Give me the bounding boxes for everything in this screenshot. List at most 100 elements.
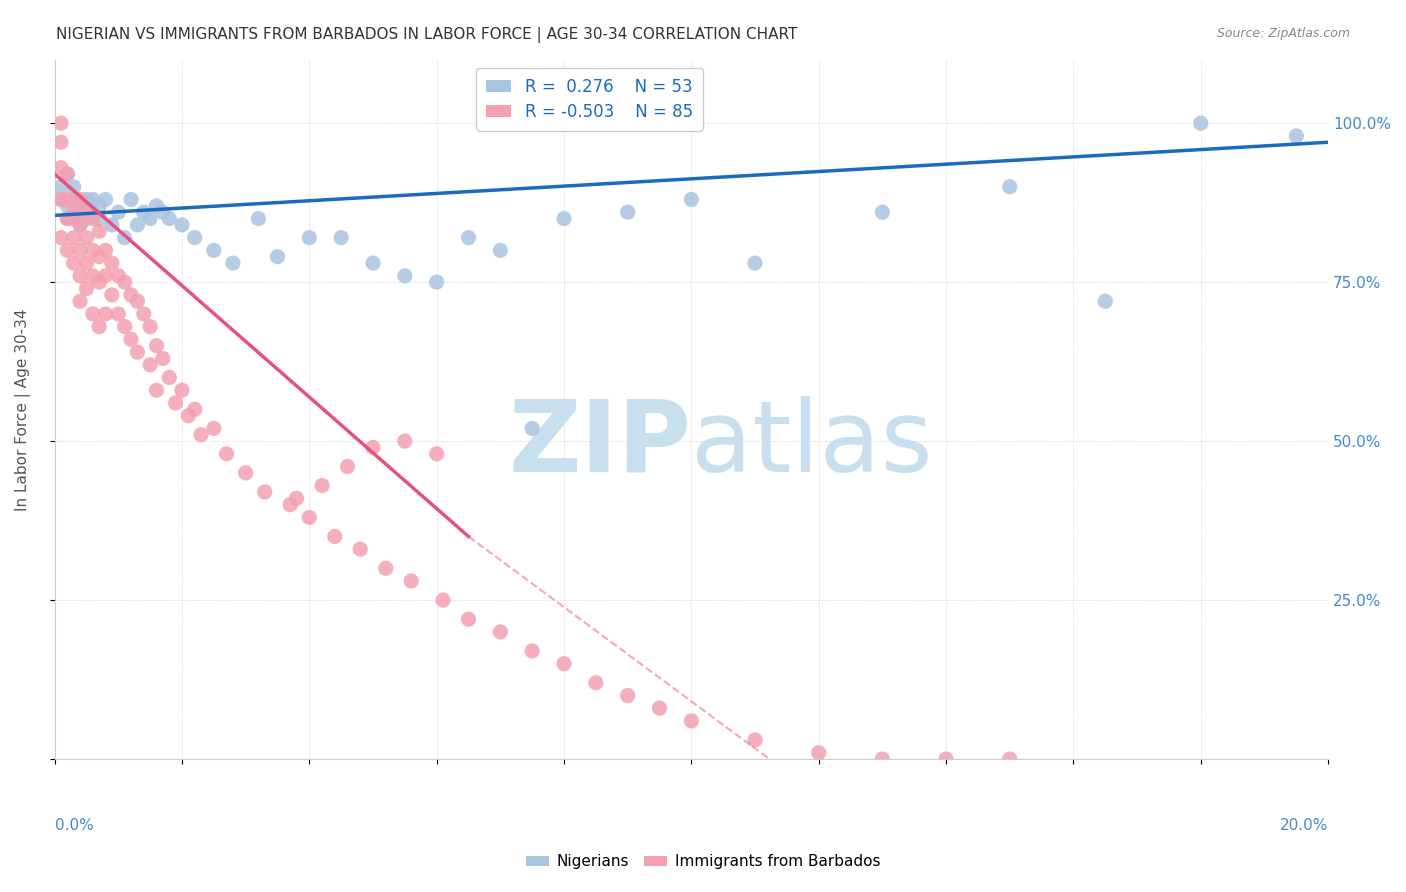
Text: ZIP: ZIP bbox=[509, 396, 692, 492]
Point bbox=[157, 211, 180, 226]
Y-axis label: In Labor Force | Age 30-34: In Labor Force | Age 30-34 bbox=[15, 308, 31, 510]
Point bbox=[157, 370, 180, 384]
Point bbox=[361, 441, 384, 455]
Point bbox=[69, 268, 91, 283]
Text: 20.0%: 20.0% bbox=[1279, 819, 1329, 833]
Point bbox=[75, 211, 97, 226]
Point bbox=[336, 459, 359, 474]
Point bbox=[82, 307, 104, 321]
Point bbox=[107, 307, 129, 321]
Point bbox=[89, 275, 111, 289]
Point bbox=[75, 281, 97, 295]
Point bbox=[101, 288, 124, 302]
Point bbox=[120, 193, 142, 207]
Point bbox=[330, 230, 353, 244]
Point bbox=[107, 205, 129, 219]
Point bbox=[69, 218, 91, 232]
Point bbox=[489, 244, 512, 258]
Point bbox=[872, 205, 894, 219]
Point bbox=[553, 657, 575, 671]
Point bbox=[139, 211, 162, 226]
Point bbox=[170, 218, 193, 232]
Point bbox=[56, 211, 79, 226]
Point bbox=[298, 510, 321, 524]
Point bbox=[1094, 294, 1116, 309]
Point bbox=[56, 211, 79, 226]
Point bbox=[127, 218, 149, 232]
Point bbox=[75, 256, 97, 270]
Point bbox=[69, 294, 91, 309]
Point bbox=[82, 205, 104, 219]
Point bbox=[82, 211, 104, 226]
Point bbox=[127, 294, 149, 309]
Point bbox=[145, 339, 167, 353]
Text: NIGERIAN VS IMMIGRANTS FROM BARBADOS IN LABOR FORCE | AGE 30-34 CORRELATION CHAR: NIGERIAN VS IMMIGRANTS FROM BARBADOS IN … bbox=[56, 27, 797, 43]
Point bbox=[56, 167, 79, 181]
Point bbox=[62, 179, 84, 194]
Point bbox=[75, 199, 97, 213]
Point bbox=[49, 193, 72, 207]
Point bbox=[69, 205, 91, 219]
Point bbox=[82, 193, 104, 207]
Point bbox=[426, 275, 449, 289]
Point bbox=[872, 752, 894, 766]
Point bbox=[361, 256, 384, 270]
Point bbox=[56, 244, 79, 258]
Point bbox=[89, 319, 111, 334]
Point bbox=[1189, 116, 1212, 130]
Point bbox=[253, 485, 276, 500]
Point bbox=[744, 733, 766, 747]
Point bbox=[222, 256, 245, 270]
Point bbox=[426, 447, 449, 461]
Point bbox=[235, 466, 257, 480]
Point bbox=[94, 244, 117, 258]
Point bbox=[127, 345, 149, 359]
Point bbox=[170, 383, 193, 397]
Point bbox=[202, 244, 225, 258]
Point bbox=[522, 644, 544, 658]
Point bbox=[69, 193, 91, 207]
Point bbox=[49, 161, 72, 175]
Point bbox=[75, 193, 97, 207]
Point bbox=[1285, 128, 1308, 143]
Point bbox=[998, 179, 1021, 194]
Point bbox=[62, 205, 84, 219]
Point bbox=[49, 230, 72, 244]
Point bbox=[49, 193, 72, 207]
Point bbox=[681, 714, 703, 728]
Point bbox=[101, 218, 124, 232]
Point bbox=[89, 250, 111, 264]
Point bbox=[323, 529, 346, 543]
Point bbox=[69, 244, 91, 258]
Point bbox=[49, 135, 72, 149]
Point bbox=[298, 230, 321, 244]
Point bbox=[62, 193, 84, 207]
Point bbox=[49, 179, 72, 194]
Point bbox=[56, 199, 79, 213]
Point bbox=[744, 256, 766, 270]
Point bbox=[285, 491, 308, 506]
Point bbox=[394, 268, 416, 283]
Point bbox=[49, 116, 72, 130]
Point bbox=[489, 624, 512, 639]
Point bbox=[101, 256, 124, 270]
Point bbox=[114, 319, 136, 334]
Point bbox=[62, 256, 84, 270]
Point bbox=[82, 244, 104, 258]
Point bbox=[215, 447, 238, 461]
Point bbox=[75, 230, 97, 244]
Point bbox=[75, 205, 97, 219]
Point bbox=[394, 434, 416, 449]
Point bbox=[89, 224, 111, 238]
Point bbox=[94, 193, 117, 207]
Point bbox=[165, 396, 187, 410]
Point bbox=[432, 593, 454, 607]
Point bbox=[152, 351, 174, 366]
Point bbox=[585, 675, 607, 690]
Point bbox=[457, 230, 479, 244]
Legend: R =  0.276    N = 53, R = -0.503    N = 85: R = 0.276 N = 53, R = -0.503 N = 85 bbox=[477, 68, 703, 130]
Point bbox=[553, 211, 575, 226]
Point bbox=[278, 498, 301, 512]
Point bbox=[522, 421, 544, 435]
Point bbox=[69, 193, 91, 207]
